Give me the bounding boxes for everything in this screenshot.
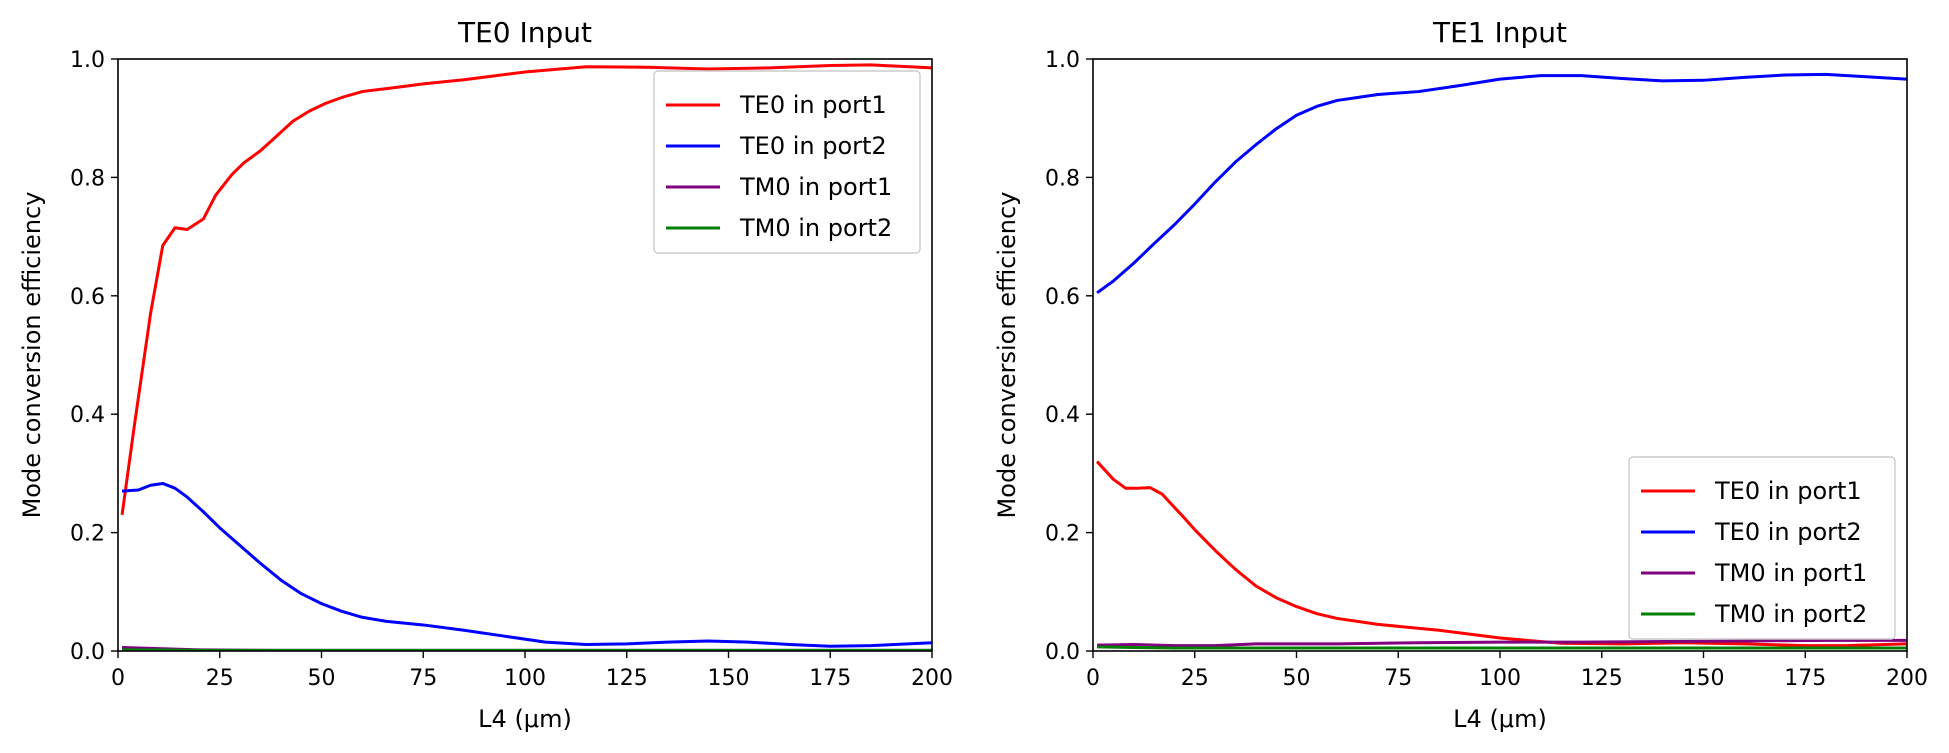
x-tick-label: 25 bbox=[206, 666, 234, 691]
y-tick-label: 0.6 bbox=[70, 285, 105, 310]
series-line-3 bbox=[1097, 638, 1907, 648]
x-tick-label: 200 bbox=[1886, 666, 1928, 691]
legend-label: TM0 in port1 bbox=[739, 173, 892, 201]
legend-box bbox=[653, 70, 921, 254]
x-tick-label: 50 bbox=[308, 666, 336, 691]
y-tick-label: 0.0 bbox=[1045, 640, 1080, 665]
series-line-2 bbox=[1096, 72, 1907, 295]
x-tick-label: 0 bbox=[1086, 666, 1100, 691]
legend-box bbox=[1628, 456, 1896, 640]
legend-label: TM0 in port2 bbox=[739, 214, 892, 242]
y-tick-label: 0.2 bbox=[70, 522, 105, 547]
y-tick-label: 0.4 bbox=[1045, 403, 1080, 428]
x-axis-label: L4 (μm) bbox=[478, 705, 572, 733]
x-tick-label: 25 bbox=[1181, 666, 1209, 691]
x-tick-label: 125 bbox=[1581, 666, 1623, 691]
x-tick-label: 75 bbox=[1384, 666, 1412, 691]
legend-label: TM0 in port1 bbox=[1714, 559, 1867, 587]
chart-panel-1: 0 25 50 75 100 125 150 175 200 0.0 0.2 0.4 0.6 0.8 1.0… bbox=[18, 16, 953, 733]
y-axis-label: Mode conversion efficiency bbox=[18, 192, 46, 519]
x-tick-label: 75 bbox=[409, 666, 437, 691]
legend: TE0 in port1 TE0 in port2 TM0 in port1 TM0 … bbox=[1628, 456, 1896, 640]
x-tick-label: 150 bbox=[1683, 666, 1725, 691]
series-line-4 bbox=[1097, 645, 1907, 650]
series-line-2 bbox=[121, 481, 932, 648]
legend-label: TE0 in port1 bbox=[1714, 477, 1862, 505]
y-tick-label: 0.0 bbox=[70, 640, 105, 665]
legend: TE0 in port1 TE0 in port2 TM0 in port1 TM0 … bbox=[653, 70, 921, 254]
legend-label: TE0 in port2 bbox=[1714, 518, 1862, 546]
y-tick-label: 1.0 bbox=[70, 48, 105, 73]
x-axis-label: L4 (μm) bbox=[1453, 705, 1547, 733]
y-tick-label: 1.0 bbox=[1045, 48, 1080, 73]
x-tick-label: 150 bbox=[708, 666, 750, 691]
chart-title: TE0 Input bbox=[457, 16, 592, 49]
chart-panel-2: 0 25 50 75 100 125 150 175 200 0.0 0.2 0.4 0.6 0.8 1.0… bbox=[993, 16, 1928, 733]
legend-label: TE0 in port1 bbox=[739, 91, 887, 119]
x-tick-label: 200 bbox=[911, 666, 953, 691]
y-tick-label: 0.6 bbox=[1045, 285, 1080, 310]
legend-label: TM0 in port2 bbox=[1714, 600, 1867, 628]
x-tick-label: 100 bbox=[504, 666, 546, 691]
x-tick-label: 0 bbox=[111, 666, 125, 691]
y-tick-label: 0.2 bbox=[1045, 522, 1080, 547]
legend-label: TE0 in port2 bbox=[739, 132, 887, 160]
x-tick-label: 125 bbox=[606, 666, 648, 691]
x-tick-label: 175 bbox=[809, 666, 851, 691]
y-tick-label: 0.8 bbox=[1045, 166, 1080, 191]
x-tick-label: 50 bbox=[1283, 666, 1311, 691]
y-tick-label: 0.4 bbox=[70, 403, 105, 428]
y-axis-label: Mode conversion efficiency bbox=[993, 192, 1021, 519]
x-tick-label: 100 bbox=[1479, 666, 1521, 691]
chart-title: TE1 Input bbox=[1432, 16, 1567, 49]
series-line-1 bbox=[120, 63, 932, 516]
x-tick-label: 175 bbox=[1784, 666, 1826, 691]
y-tick-label: 0.8 bbox=[70, 166, 105, 191]
